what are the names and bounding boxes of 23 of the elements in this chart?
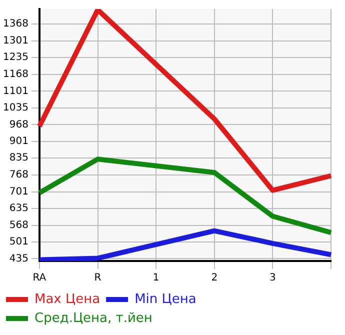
y-tick-label: 635 [9, 203, 28, 214]
y-tick-label: 968 [9, 119, 28, 130]
y-tick-label: 1035 [2, 102, 28, 114]
y-tick-label: 568 [9, 220, 28, 231]
y-tick-label: 901 [9, 136, 28, 148]
y-tick-label: 1235 [2, 52, 28, 64]
y-tick-label: 1168 [2, 68, 28, 80]
x-tick-label: RA [32, 272, 46, 284]
y-tick-label: 835 [9, 152, 28, 164]
x-tick-label: 1 [152, 272, 160, 284]
y-tick-label: 1101 [2, 86, 28, 97]
legend-label: Min Цена [134, 292, 196, 307]
legend-label: Сред.Цена, т.йен [34, 310, 152, 326]
x-tick-label: R [94, 272, 102, 284]
x-tick-label: 3 [270, 272, 276, 284]
y-tick-label: 1368 [2, 18, 28, 30]
y-tick-label: 768 [9, 170, 28, 181]
y-tick-label: 701 [9, 186, 28, 198]
y-tick-label: 501 [9, 236, 28, 248]
legend-label: Max Цена [34, 292, 100, 307]
y-tick-label: 435 [9, 253, 28, 264]
y-tick-label: 1301 [2, 36, 28, 47]
x-tick-label: 2 [211, 272, 218, 284]
